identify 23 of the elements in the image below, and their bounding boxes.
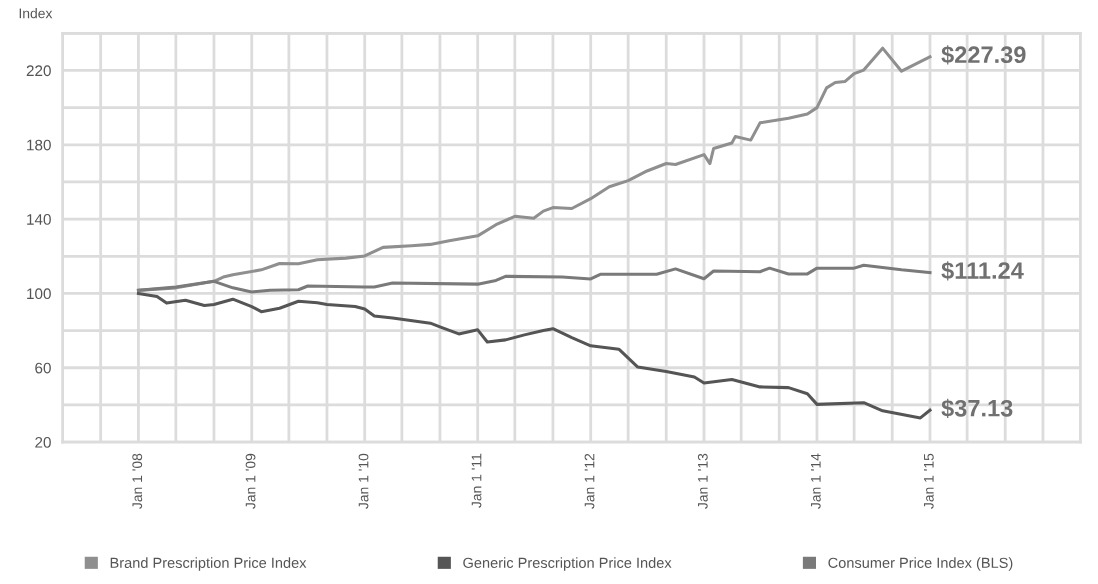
- annotation: $227.39: [941, 45, 1026, 65]
- legend-label: Consumer Price Index (BLS): [828, 557, 1013, 571]
- annotation: $37.13: [941, 398, 1013, 419]
- y-tick-label: 180: [27, 139, 51, 151]
- y-axis-title: Index: [19, 8, 53, 19]
- x-tick-label: Jan 1 '14: [811, 453, 821, 509]
- annotation: $111.24: [941, 261, 1024, 281]
- x-tick-label: Jan 1 '08: [132, 453, 143, 509]
- y-tick-label: 220: [26, 65, 51, 77]
- line-series: [136, 291, 932, 420]
- x-tick-label: Jan 1 '15: [924, 453, 934, 509]
- y-tick-label: 60: [35, 362, 51, 374]
- legend-label: Brand Prescription Price Index: [110, 557, 307, 571]
- y-tick-label: 100: [27, 288, 51, 300]
- line-series: [136, 263, 932, 294]
- x-tick-label: Jan 1 '09: [245, 453, 256, 509]
- x-tick-label: Jan 1 '11: [471, 453, 482, 508]
- x-tick-label: Jan 1 '10: [358, 453, 369, 509]
- y-tick-label: 20: [35, 436, 51, 448]
- y-tick-label: 140: [27, 213, 51, 225]
- legend-label: Generic Prescription Price Index: [463, 557, 672, 571]
- x-tick-label: Jan 1 '13: [697, 453, 708, 509]
- x-tick-label: Jan 1 '12: [584, 453, 595, 509]
